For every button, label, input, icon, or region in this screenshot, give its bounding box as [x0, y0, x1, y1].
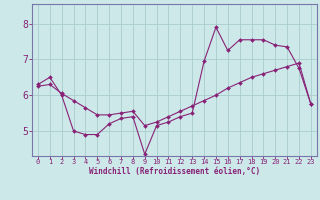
X-axis label: Windchill (Refroidissement éolien,°C): Windchill (Refroidissement éolien,°C)	[89, 167, 260, 176]
